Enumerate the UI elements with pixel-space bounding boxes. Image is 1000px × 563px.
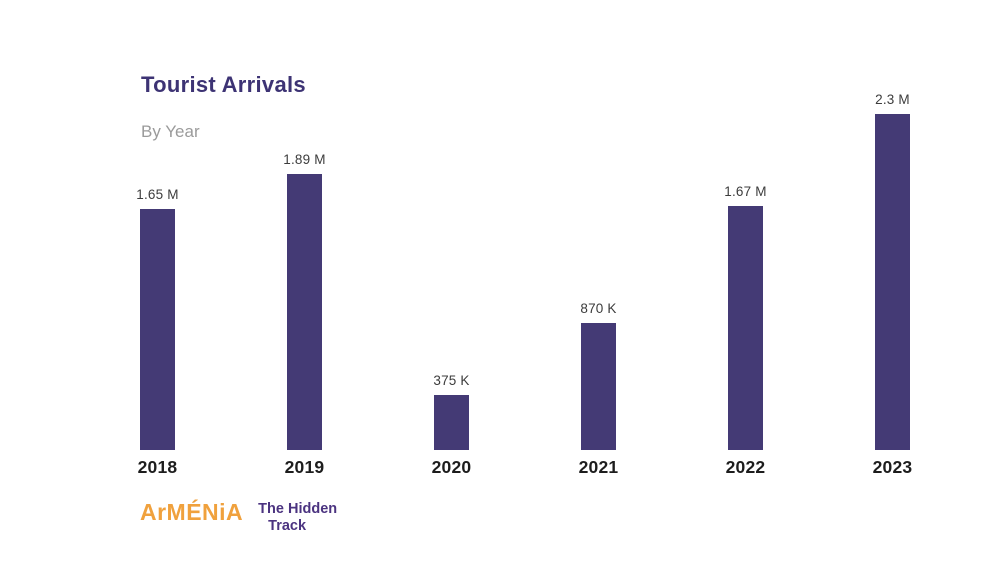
value-label-2022: 1.67 M (724, 184, 767, 199)
value-label-2018: 1.65 M (136, 187, 179, 202)
logo-tagline-line2: Track (268, 518, 307, 534)
x-tick-2018: 2018 (137, 457, 178, 477)
value-label-2019: 1.89 M (283, 152, 326, 167)
logo-armenia-wordmark: ArMÉNiA (140, 499, 244, 525)
x-tick-2022: 2022 (725, 457, 766, 477)
bar-2022 (728, 206, 763, 450)
bar-chart: 1.65 M 2018 1.89 M 2019 375 K 2020 870 K 2021 1.… (84, 78, 966, 478)
bar-group-2023: 2.3 M 2023 (819, 78, 966, 478)
value-label-2020: 375 K (433, 373, 470, 388)
bar-group-2018: 1.65 M 2018 (84, 78, 231, 478)
value-label-2021: 870 K (580, 301, 617, 316)
logo-tagline-line1: The Hidden (258, 501, 338, 517)
x-tick-2020: 2020 (431, 457, 472, 477)
logo-tagline: The Hidden Track (258, 501, 337, 535)
bar-group-2022: 1.67 M 2022 (672, 78, 819, 478)
bar-2018 (140, 209, 175, 450)
bar-group-2021: 870 K 2021 (525, 78, 672, 478)
value-label-2023: 2.3 M (875, 92, 910, 107)
chart-subtitle: By Year (141, 122, 200, 141)
bar-2021 (581, 323, 616, 450)
brand-logo: ArMÉNiA The Hidden Track (140, 499, 337, 535)
bar-2023 (875, 114, 910, 450)
bar-2020 (434, 395, 469, 450)
bar-group-2020: 375 K 2020 (378, 78, 525, 478)
x-tick-2023: 2023 (872, 457, 913, 477)
chart-title: Tourist Arrivals (141, 72, 306, 97)
bar-group-2019: 1.89 M 2019 (231, 78, 378, 478)
x-tick-2021: 2021 (578, 457, 619, 477)
x-tick-2019: 2019 (284, 457, 325, 477)
bar-2019 (287, 174, 322, 450)
